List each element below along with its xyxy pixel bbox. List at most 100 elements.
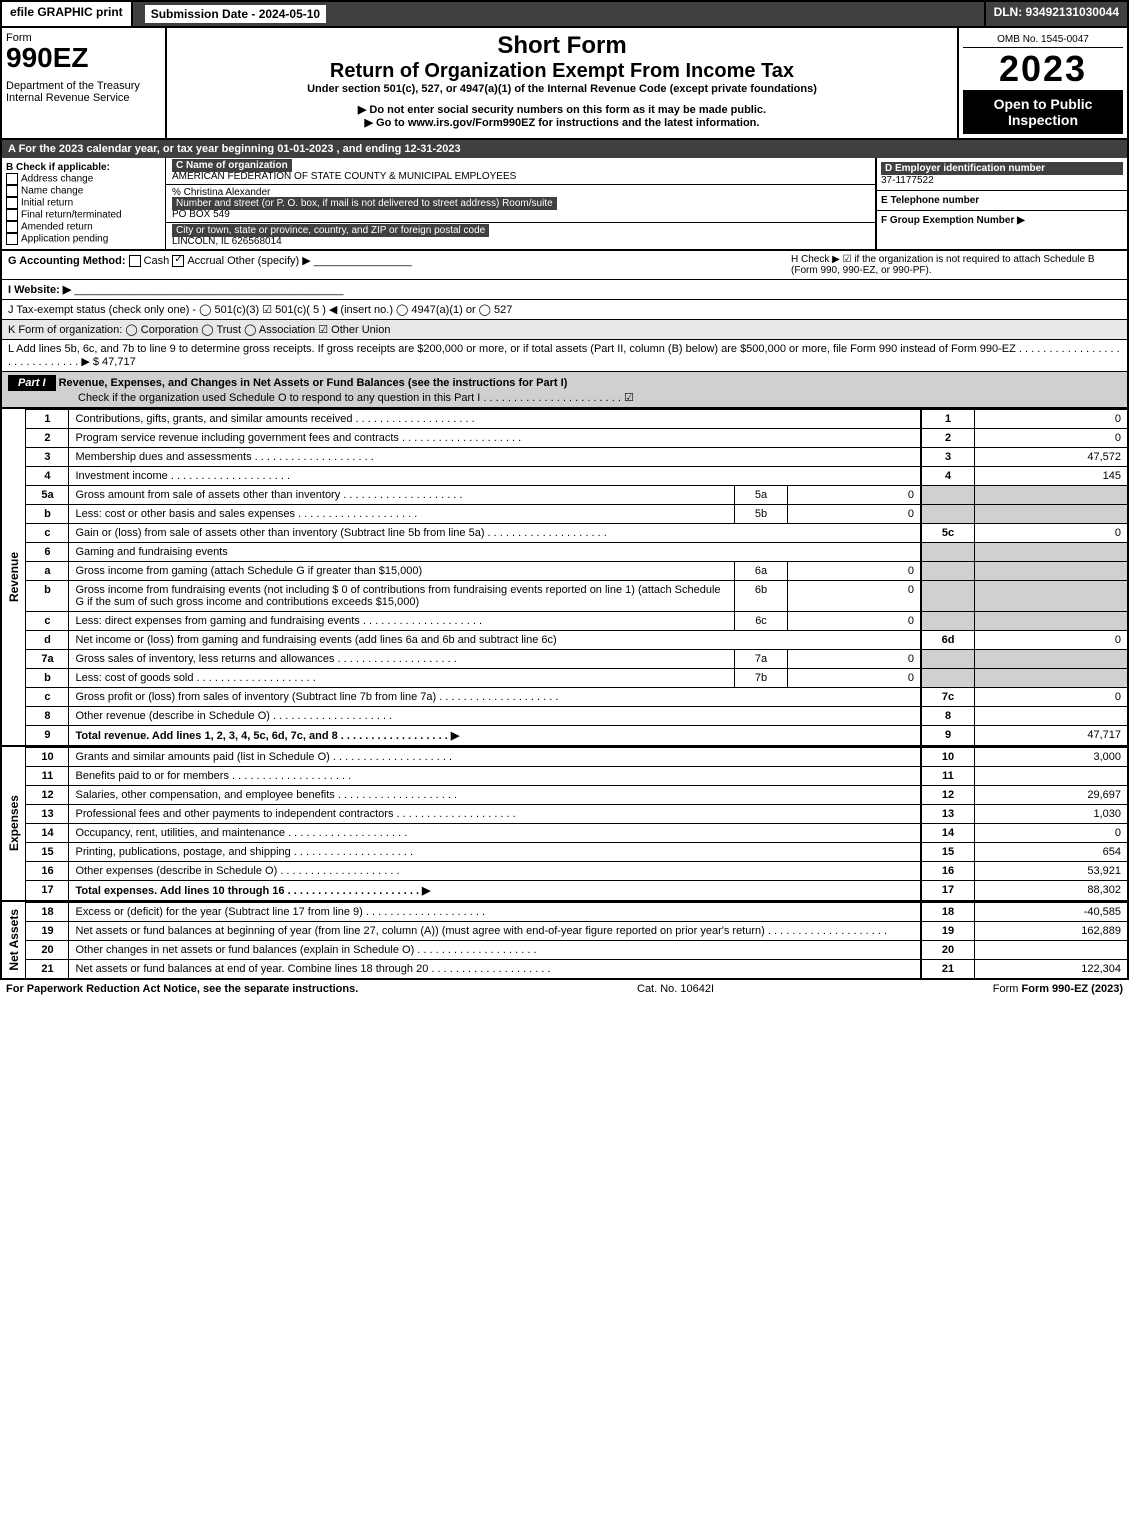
line-g: G Accounting Method: Cash Accrual Other … (8, 254, 791, 276)
b-opt-pending[interactable]: Application pending (6, 233, 161, 245)
header-right: OMB No. 1545-0047 2023 Open to Public In… (957, 28, 1127, 138)
form-code: 990EZ (6, 44, 161, 72)
line-k: K Form of organization: ◯ Corporation ◯ … (0, 320, 1129, 340)
street: PO BOX 549 (172, 209, 230, 220)
line-12: 12Salaries, other compensation, and empl… (26, 786, 1127, 805)
line-5b: bLess: cost or other basis and sales exp… (26, 505, 1127, 524)
form-container: efile GRAPHIC print Submission Date - 20… (0, 0, 1129, 998)
footer-left: For Paperwork Reduction Act Notice, see … (6, 983, 358, 995)
line-17: 17Total expenses. Add lines 10 through 1… (26, 881, 1127, 901)
header-mid: Short Form Return of Organization Exempt… (167, 28, 957, 138)
expenses-section: Expenses 10Grants and similar amounts pa… (0, 745, 1129, 900)
line-gh: G Accounting Method: Cash Accrual Other … (0, 251, 1129, 280)
org-name: AMERICAN FEDERATION OF STATE COUNTY & MU… (172, 171, 516, 182)
line-j: J Tax-exempt status (check only one) - ◯… (0, 300, 1129, 320)
f-label: F Group Exemption Number ▶ (881, 215, 1025, 226)
section-c: C Name of organization AMERICAN FEDERATI… (166, 158, 875, 249)
d-ein: D Employer identification number 37-1177… (877, 158, 1127, 191)
submission-date: Submission Date - 2024-05-10 (145, 5, 326, 23)
cash-checkbox[interactable] (129, 255, 141, 267)
line-6: 6Gaming and fundraising events (26, 543, 1127, 562)
line-6d: dNet income or (loss) from gaming and fu… (26, 631, 1127, 650)
note-ssn: ▶ Do not enter social security numbers o… (171, 103, 953, 116)
c-name-row: C Name of organization AMERICAN FEDERATI… (166, 158, 875, 185)
line-16: 16Other expenses (describe in Schedule O… (26, 862, 1127, 881)
part1-check: Check if the organization used Schedule … (8, 392, 634, 404)
line-6a: aGross income from gaming (attach Schedu… (26, 562, 1127, 581)
header-block: Form 990EZ Department of the Treasury In… (0, 28, 1129, 140)
line-6b: bGross income from fundraising events (n… (26, 581, 1127, 612)
line-8: 8Other revenue (describe in Schedule O)8 (26, 707, 1127, 726)
expenses-vlabel: Expenses (2, 747, 26, 900)
header-left: Form 990EZ Department of the Treasury In… (2, 28, 167, 138)
c-street-row: % Christina Alexander Number and street … (166, 185, 875, 223)
d-label: D Employer identification number (881, 162, 1123, 175)
line-3: 3Membership dues and assessments347,572 (26, 448, 1127, 467)
netassets-vlabel: Net Assets (2, 902, 26, 978)
e-phone: E Telephone number (877, 191, 1127, 211)
line-h: H Check ▶ ☑ if the organization is not r… (791, 254, 1121, 276)
submission-date-band: Submission Date - 2024-05-10 (133, 2, 986, 26)
part1-header: Part I Revenue, Expenses, and Changes in… (0, 372, 1129, 409)
line-21: 21Net assets or fund balances at end of … (26, 960, 1127, 979)
line-13: 13Professional fees and other payments t… (26, 805, 1127, 824)
expenses-table: 10Grants and similar amounts paid (list … (26, 747, 1127, 900)
revenue-vlabel: Revenue (2, 409, 26, 745)
city: LINCOLN, IL 626568014 (172, 236, 282, 247)
line-l: L Add lines 5b, 6c, and 7b to line 9 to … (0, 340, 1129, 372)
subtitle: Under section 501(c), 527, or 4947(a)(1)… (171, 83, 953, 95)
b-opt-name[interactable]: Name change (6, 185, 161, 197)
line-5a: 5aGross amount from sale of assets other… (26, 486, 1127, 505)
line-20: 20Other changes in net assets or fund ba… (26, 941, 1127, 960)
accrual-checkbox[interactable] (172, 255, 184, 267)
line-4: 4Investment income4145 (26, 467, 1127, 486)
line-2: 2Program service revenue including gover… (26, 429, 1127, 448)
department: Department of the Treasury Internal Reve… (6, 80, 161, 104)
line-7b: bLess: cost of goods sold7b0 (26, 669, 1127, 688)
c-city-row: City or town, state or province, country… (166, 223, 875, 249)
note-goto[interactable]: ▶ Go to www.irs.gov/Form990EZ for instru… (171, 116, 953, 129)
band-a: A For the 2023 calendar year, or tax yea… (0, 140, 1129, 158)
title-short-form: Short Form (171, 32, 953, 60)
top-bar: efile GRAPHIC print Submission Date - 20… (0, 0, 1129, 28)
b-opt-initial[interactable]: Initial return (6, 197, 161, 209)
line-1: 1Contributions, gifts, grants, and simil… (26, 410, 1127, 429)
footer-mid: Cat. No. 10642I (637, 983, 714, 995)
box-ab-cdef: B Check if applicable: Address change Na… (0, 158, 1129, 251)
f-group: F Group Exemption Number ▶ (877, 211, 1127, 230)
b-opt-amended[interactable]: Amended return (6, 221, 161, 233)
line-7a: 7aGross sales of inventory, less returns… (26, 650, 1127, 669)
footer-right: Form Form 990-EZ (2023) (993, 983, 1123, 995)
e-label: E Telephone number (881, 195, 1123, 206)
efile-print-label[interactable]: efile GRAPHIC print (2, 2, 133, 26)
revenue-table: 1Contributions, gifts, grants, and simil… (26, 409, 1127, 745)
footer: For Paperwork Reduction Act Notice, see … (0, 980, 1129, 998)
line-7c: cGross profit or (loss) from sales of in… (26, 688, 1127, 707)
line-6c: cLess: direct expenses from gaming and f… (26, 612, 1127, 631)
dln: DLN: 93492131030044 (986, 2, 1127, 26)
revenue-section: Revenue 1Contributions, gifts, grants, a… (0, 409, 1129, 745)
title-return: Return of Organization Exempt From Incom… (171, 60, 953, 83)
line-9: 9Total revenue. Add lines 1, 2, 3, 4, 5c… (26, 726, 1127, 746)
line-19: 19Net assets or fund balances at beginni… (26, 922, 1127, 941)
line-i: I Website: ▶ ___________________________… (0, 280, 1129, 300)
section-def: D Employer identification number 37-1177… (875, 158, 1127, 249)
line-5c: cGain or (loss) from sale of assets othe… (26, 524, 1127, 543)
netassets-table: 18Excess or (deficit) for the year (Subt… (26, 902, 1127, 978)
open-to-public: Open to Public Inspection (963, 90, 1123, 134)
netassets-section: Net Assets 18Excess or (deficit) for the… (0, 900, 1129, 980)
b-opt-address[interactable]: Address change (6, 173, 161, 185)
line-11: 11Benefits paid to or for members11 (26, 767, 1127, 786)
omb-number: OMB No. 1545-0047 (963, 32, 1123, 48)
line-15: 15Printing, publications, postage, and s… (26, 843, 1127, 862)
section-b: B Check if applicable: Address change Na… (2, 158, 166, 249)
part1-tab: Part I (8, 375, 56, 391)
part1-title: Revenue, Expenses, and Changes in Net As… (59, 377, 568, 389)
line-10: 10Grants and similar amounts paid (list … (26, 748, 1127, 767)
ein-value: 37-1177522 (881, 175, 1123, 186)
tax-year: 2023 (963, 48, 1123, 90)
line-18: 18Excess or (deficit) for the year (Subt… (26, 903, 1127, 922)
b-label: B Check if applicable: (6, 162, 161, 173)
b-opt-final[interactable]: Final return/terminated (6, 209, 161, 221)
line-14: 14Occupancy, rent, utilities, and mainte… (26, 824, 1127, 843)
